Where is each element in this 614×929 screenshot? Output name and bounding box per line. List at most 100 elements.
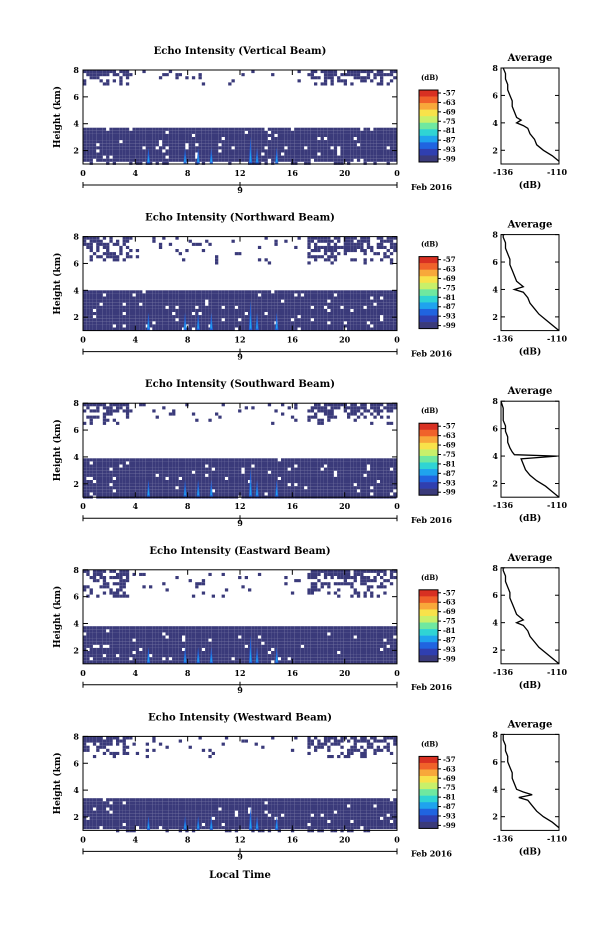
cell <box>383 140 387 144</box>
average-x-tick-label: -136 <box>493 334 513 344</box>
cell <box>340 480 344 484</box>
cell <box>218 657 222 661</box>
cell <box>129 137 133 141</box>
cell <box>231 239 235 243</box>
cell <box>175 315 179 319</box>
cell <box>366 473 371 477</box>
cell <box>92 73 97 77</box>
cell <box>158 299 163 303</box>
cell <box>221 644 225 648</box>
cell <box>264 638 268 642</box>
cell <box>248 140 252 144</box>
cell <box>373 470 377 474</box>
cell <box>221 632 225 636</box>
cell <box>119 486 123 490</box>
cell <box>221 638 225 642</box>
cell <box>125 299 130 303</box>
cell <box>386 133 390 137</box>
cell <box>320 143 324 147</box>
cell <box>228 324 232 328</box>
cell <box>215 146 219 150</box>
cell <box>244 641 248 645</box>
cell <box>96 133 100 137</box>
x-tick-label: 12 <box>234 501 245 511</box>
cell <box>343 299 347 303</box>
cell <box>234 467 239 471</box>
cell <box>211 315 215 319</box>
cell <box>330 293 334 297</box>
cell <box>83 470 87 474</box>
cell <box>330 473 334 477</box>
cell <box>201 473 206 477</box>
cell <box>152 651 156 655</box>
cell <box>86 626 90 630</box>
cell <box>112 305 116 309</box>
cell <box>244 140 248 144</box>
cell <box>314 152 318 156</box>
cell <box>370 149 374 153</box>
cell <box>380 461 384 465</box>
cell <box>99 483 103 487</box>
cell <box>116 421 120 425</box>
cell <box>254 467 258 471</box>
cell <box>333 641 338 645</box>
cell <box>201 492 206 496</box>
cell <box>267 461 272 465</box>
cell <box>366 239 371 243</box>
cell <box>389 143 394 147</box>
cell <box>353 492 357 496</box>
cell <box>294 480 298 484</box>
cell <box>274 461 278 465</box>
cell <box>290 152 295 156</box>
cell <box>294 638 298 642</box>
cell <box>300 130 305 134</box>
cell <box>116 290 120 294</box>
cell <box>83 290 87 294</box>
cell <box>89 647 93 651</box>
cell <box>261 629 265 633</box>
cell <box>267 486 272 490</box>
cell <box>238 127 242 131</box>
cell <box>99 657 103 661</box>
cell <box>201 302 206 306</box>
cell <box>119 308 123 312</box>
cell <box>188 293 192 297</box>
cell <box>284 299 288 303</box>
cell <box>363 261 367 265</box>
cell <box>300 133 305 137</box>
cell <box>165 657 169 661</box>
cell <box>376 245 380 249</box>
cell <box>234 312 239 316</box>
cell <box>162 626 166 630</box>
cell <box>300 302 305 306</box>
cell <box>182 155 186 159</box>
cell <box>380 489 384 493</box>
cell <box>300 632 305 636</box>
cell <box>129 486 133 490</box>
cell <box>327 149 331 153</box>
cell <box>201 296 206 300</box>
cell <box>231 290 235 294</box>
cell <box>333 415 338 419</box>
cell <box>139 296 143 300</box>
cell <box>327 143 331 147</box>
cell <box>102 629 107 633</box>
cell <box>251 644 255 648</box>
cell <box>89 421 93 425</box>
cell <box>96 137 100 141</box>
cell <box>178 647 182 651</box>
cell <box>267 632 272 636</box>
cell <box>287 647 291 651</box>
cell <box>350 305 354 309</box>
cell <box>287 143 291 147</box>
cell <box>83 458 87 462</box>
cell <box>294 290 298 294</box>
cell <box>300 638 305 642</box>
cell <box>205 651 209 655</box>
cell <box>323 473 328 477</box>
cell <box>281 315 285 319</box>
cell <box>89 249 93 253</box>
cell <box>274 242 278 246</box>
cell <box>175 308 179 312</box>
cell <box>277 626 281 630</box>
